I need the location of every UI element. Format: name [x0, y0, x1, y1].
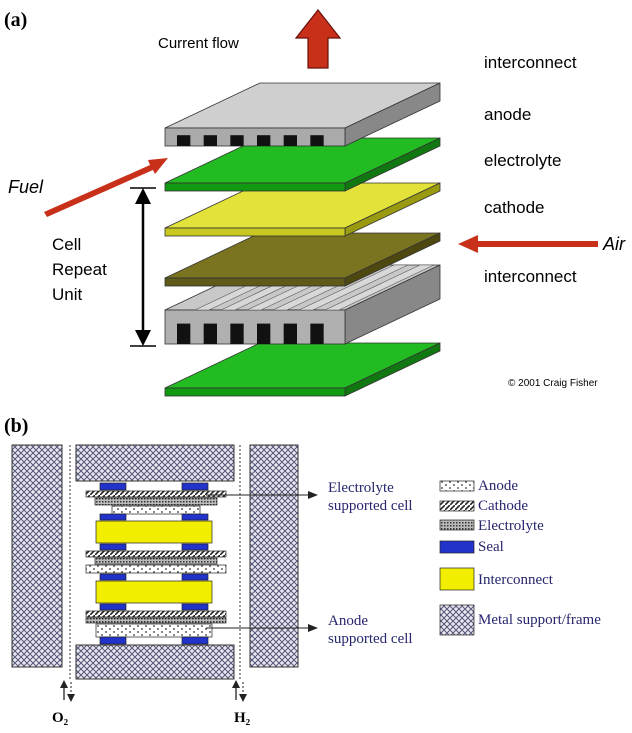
- channel: [230, 135, 243, 146]
- callout-label: Anode: [328, 613, 368, 629]
- copyright: © 2001 Craig Fisher: [508, 378, 598, 389]
- legend-label: Anode: [478, 478, 518, 494]
- channel: [177, 324, 190, 344]
- seal: [182, 574, 208, 580]
- arrow-head: [60, 680, 68, 688]
- legend-swatch: [440, 605, 474, 635]
- channel: [204, 135, 217, 146]
- anode-plate-front: [165, 183, 345, 191]
- channel: [257, 324, 270, 344]
- current-arrow: [296, 10, 340, 68]
- cathode: [86, 491, 226, 497]
- layer-label: electrolyte: [484, 151, 561, 170]
- anode: [96, 624, 212, 637]
- seal: [100, 483, 126, 490]
- arrow-head: [232, 680, 240, 688]
- callout-label: supported cell: [328, 498, 413, 514]
- repeat-label: Repeat: [52, 260, 107, 279]
- electrolyte: [86, 618, 226, 623]
- cathode: [86, 611, 226, 617]
- diagram: (a) Current flow Fuel Air interconnect anode e…: [4, 9, 626, 726]
- anode: [112, 506, 200, 514]
- arrow-head: [239, 694, 247, 702]
- cathode: [86, 551, 226, 557]
- seal: [182, 544, 208, 550]
- interconnect: [96, 581, 212, 603]
- legend-swatch: [440, 541, 474, 553]
- legend-swatch: [440, 568, 474, 590]
- legend-label: Electrolyte: [478, 518, 544, 534]
- frame: [12, 445, 62, 667]
- current-label: Current flow: [158, 35, 239, 52]
- layer-label: interconnect: [484, 267, 577, 286]
- figure: (a) Current flow Fuel Air interconnect anode e…: [0, 0, 632, 733]
- interconnect: [96, 521, 212, 543]
- anode-plate-front: [165, 388, 345, 396]
- channel: [257, 135, 270, 146]
- electrolyte-plate-front: [165, 228, 345, 236]
- seal: [100, 544, 126, 550]
- cathode-plate-front: [165, 278, 345, 286]
- layer-label: cathode: [484, 198, 545, 217]
- frame: [76, 445, 234, 481]
- layer-label: interconnect: [484, 53, 577, 72]
- air-arrow: [458, 235, 598, 253]
- panel-label: (a): [4, 9, 27, 31]
- channel: [204, 324, 217, 344]
- seal: [182, 483, 208, 490]
- seal: [100, 637, 126, 644]
- fuel-label: Fuel: [8, 177, 44, 197]
- arrow-head: [67, 694, 75, 702]
- panel-label: (b): [4, 415, 28, 437]
- arrow-head: [135, 188, 151, 204]
- channel: [230, 324, 243, 344]
- legend-label: Cathode: [478, 498, 528, 514]
- anode: [86, 565, 226, 573]
- repeat-label: Cell: [52, 235, 81, 254]
- air-label: Air: [602, 234, 626, 254]
- gas-label: O₂: [52, 710, 69, 726]
- channel: [310, 324, 323, 344]
- frame: [76, 645, 234, 679]
- electrolyte: [95, 498, 217, 505]
- legend-label: Metal support/frame: [478, 612, 601, 628]
- seal: [100, 514, 126, 520]
- arrow-head: [308, 624, 318, 632]
- arrow-head: [308, 491, 318, 499]
- seal: [182, 637, 208, 644]
- channel: [284, 324, 297, 344]
- seal: [100, 604, 126, 610]
- electrolyte: [95, 558, 217, 564]
- legend-swatch: [440, 501, 474, 511]
- frame: [250, 445, 298, 667]
- legend-label: Interconnect: [478, 572, 554, 588]
- arrow-head: [135, 330, 151, 346]
- layer-label: anode: [484, 105, 531, 124]
- seal: [182, 604, 208, 610]
- callout-label: supported cell: [328, 631, 413, 647]
- seal: [100, 574, 126, 580]
- legend-swatch: [440, 520, 474, 530]
- seal: [182, 514, 208, 520]
- legend-swatch: [440, 481, 474, 491]
- repeat-label: Unit: [52, 285, 83, 304]
- legend-label: Seal: [478, 539, 504, 555]
- channel: [310, 135, 323, 146]
- channel: [177, 135, 190, 146]
- callout-label: Electrolyte: [328, 480, 394, 496]
- channel: [284, 135, 297, 146]
- gas-label: H₂: [234, 710, 251, 726]
